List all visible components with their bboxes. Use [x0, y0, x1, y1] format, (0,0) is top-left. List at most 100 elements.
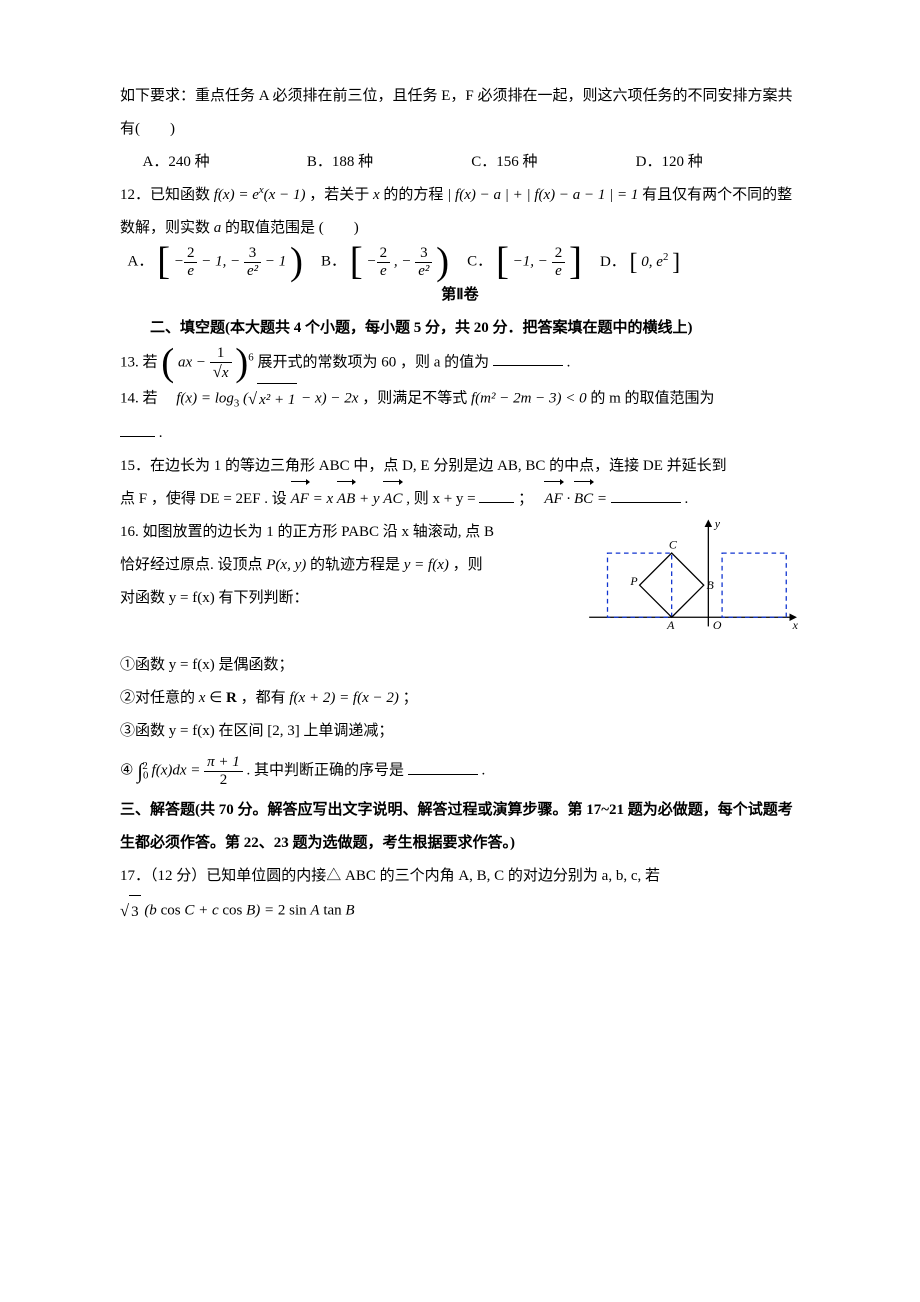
q12-opt-d: D． [ 0, e2 ]: [600, 246, 680, 279]
q16-item4-lead: ④: [120, 763, 133, 779]
q16-end: .: [482, 763, 486, 779]
q11-opt-c: C．156 种: [471, 146, 635, 179]
q12-a-open: [: [157, 240, 170, 283]
q14: 14. 若 f(x) = log3 (√x² + 1 − x) − 2x ，则满…: [120, 381, 800, 417]
q15-line1: 15．在边长为 1 的等边三角形 ABC 中，点 D, E 分别是边 AB, B…: [120, 450, 800, 483]
q12-c-label: C．: [467, 253, 492, 269]
q16-item3: ③函数 y = f(x) 在区间 [2, 3] 上单调递减；: [120, 715, 800, 748]
q12-c-den: e: [552, 263, 566, 280]
q16-item4-tail: . 其中判断正确的序号是: [247, 763, 405, 779]
q12-b-den1: e: [377, 263, 391, 280]
q15-l2a: 点 F ，使得 DE = 2EF . 设: [120, 491, 291, 507]
q11-stem: 如下要求：重点任务 A 必须排在前三位，且任务 E，F 必须排在一起，则这六项任…: [120, 80, 800, 146]
q12-d-label: D．: [600, 254, 626, 270]
q15-eq2: =: [597, 491, 611, 507]
q16-item1: ①函数 y = f(x) 是偶函数；: [120, 649, 800, 682]
q12-func: f(x) = ex(x − 1): [214, 187, 306, 203]
q14-end: .: [159, 425, 163, 441]
q16-item2: ②对任意的 x ∈ R ，都有 f(x + 2) = f(x − 2) ；: [120, 682, 800, 715]
q14-tail: 的 m 的取值范围为: [590, 391, 714, 407]
svg-text:B: B: [707, 578, 715, 592]
svg-text:P: P: [629, 574, 637, 588]
q16-int-hi: 2: [142, 760, 147, 772]
q12-lead: 12．已知函数: [120, 187, 214, 203]
q15-vec-ac: AC: [383, 483, 402, 516]
q11-opt-a: A．240 种: [143, 146, 307, 179]
q16-fden: 2: [204, 772, 243, 789]
q16-line3: 对函数 y = f(x) 有下列判断：: [120, 582, 568, 615]
q15-dot: ·: [566, 491, 574, 507]
q15-mid: , 则 x + y =: [406, 491, 479, 507]
q14-lead: 14. 若: [120, 391, 173, 407]
q16-line1: 16. 如图放置的边长为 1 的正方形 PABC 沿 x 轴滚动, 点 B: [120, 516, 568, 549]
q14-base: 3: [234, 398, 239, 410]
q13-tail: 展开式的常数项为 60 ，则 a 的值为: [257, 354, 489, 370]
q12-b-num1: 2: [377, 245, 391, 263]
q15-end: .: [685, 491, 689, 507]
q12-c-num: 2: [552, 245, 566, 263]
q13-pow: 6: [248, 351, 253, 363]
q12-c-t1: −1, −: [513, 253, 548, 269]
q14-ineq: f(m² − 2m − 3) < 0: [471, 391, 587, 407]
q12-a-den2: e²: [244, 263, 261, 280]
q11-options: A．240 种 B．188 种 C．156 种 D．120 种: [143, 146, 801, 179]
q13: 13. 若 ( ax − 1√x )6 展开式的常数项为 60 ，则 a 的值为…: [120, 345, 800, 381]
q15-blank2: [611, 487, 681, 503]
q12-a-den1: e: [184, 263, 198, 280]
solve-title: 三、解答题(共 70 分。解答应写出文字说明、解答过程或演算步骤。第 17~21…: [120, 794, 800, 860]
q12-b-mid: , −: [394, 253, 412, 269]
q15-vec-bc: BC: [574, 483, 593, 516]
q16-item4: ④ ∫02 f(x)dx = π + 12 . 其中判断正确的序号是 .: [120, 748, 800, 794]
q11-opt-b: B．188 种: [307, 146, 471, 179]
svg-text:x: x: [792, 618, 799, 632]
q14-lhs: f(x) = log: [176, 391, 234, 407]
q15-line2: 点 F ，使得 DE = 2EF . 设 AF = x AB + y AC , …: [120, 483, 800, 516]
q16-line2: 恰好经过原点. 设顶点 P(x, y) 的轨迹方程是 y = f(x) ，则: [120, 549, 568, 582]
q15-vec-ab: AB: [337, 483, 355, 516]
q12-b-open: [: [350, 240, 363, 283]
q12-a-close: ): [290, 240, 303, 283]
q15-plus: + y: [359, 491, 380, 507]
svg-text:A: A: [666, 618, 675, 632]
q16-int-body: f(x)dx =: [152, 763, 205, 779]
q12-stem: 12．已知函数 f(x) = ex(x − 1) ，若关于 x 的的方程 | f…: [120, 179, 800, 245]
q12-a-num2: 3: [244, 245, 261, 263]
q12-b-label: B．: [321, 253, 346, 269]
q12-c-close: ]: [569, 240, 582, 283]
q12-a-label: A．: [128, 253, 154, 269]
svg-text:C: C: [669, 538, 678, 552]
q15-semi: ；: [518, 491, 541, 507]
q12-a-tail: − 1: [265, 253, 286, 269]
q13-end: .: [567, 354, 571, 370]
q12-opt-b: B． [ −2e , − 3e² ): [321, 245, 449, 279]
q16-blank: [408, 759, 478, 775]
part2-title: 第Ⅱ卷: [120, 279, 800, 312]
q12-c-open: [: [496, 240, 509, 283]
q14-after: − x) − 2x: [301, 391, 358, 407]
q17-lead: 17．（12 分）已知单位圆的内接△ ABC 的三个内角 A, B, C 的对边…: [120, 860, 800, 893]
q12-b-close: ): [436, 240, 449, 283]
q12-a-mid: − 1, −: [201, 253, 240, 269]
q14-sqrt: x² + 1: [257, 383, 297, 417]
q15-eq: = x: [313, 491, 334, 507]
q15-blank1: [479, 487, 514, 503]
q16-figure: P C B A O x y: [580, 516, 800, 649]
q13-blank: [493, 350, 563, 366]
fill-title: 二、填空题(本大题共 4 个小题，每小题 5 分，共 20 分．把答案填在题中的…: [120, 312, 800, 345]
q12-options: A． [ −2e − 1, − 3e² − 1 ) B． [ −2e , − 3…: [128, 245, 801, 279]
q16: 16. 如图放置的边长为 1 的正方形 PABC 沿 x 轴滚动, 点 B 恰好…: [120, 516, 800, 649]
q13-lead: 13. 若: [120, 354, 161, 370]
q12-opt-c: C． [ −1, − 2e ]: [467, 245, 582, 279]
q11-opt-d: D．120 种: [636, 146, 800, 179]
q12-b-num2: 3: [415, 245, 432, 263]
q14-blank-line: .: [120, 417, 800, 450]
q17-eq: √3 (b cos C + c cos B) = 2 sin A tan B: [120, 893, 800, 929]
q13-inside: ax −: [178, 354, 210, 370]
q12-a-num1: 2: [184, 245, 198, 263]
q15-vec-af: AF: [291, 483, 309, 516]
q15-vec-af2: AF: [544, 483, 562, 516]
svg-text:O: O: [713, 618, 722, 632]
q16-fnum: π + 1: [204, 754, 243, 772]
q14-blank: [120, 421, 155, 437]
q13-num: 1: [210, 345, 232, 363]
